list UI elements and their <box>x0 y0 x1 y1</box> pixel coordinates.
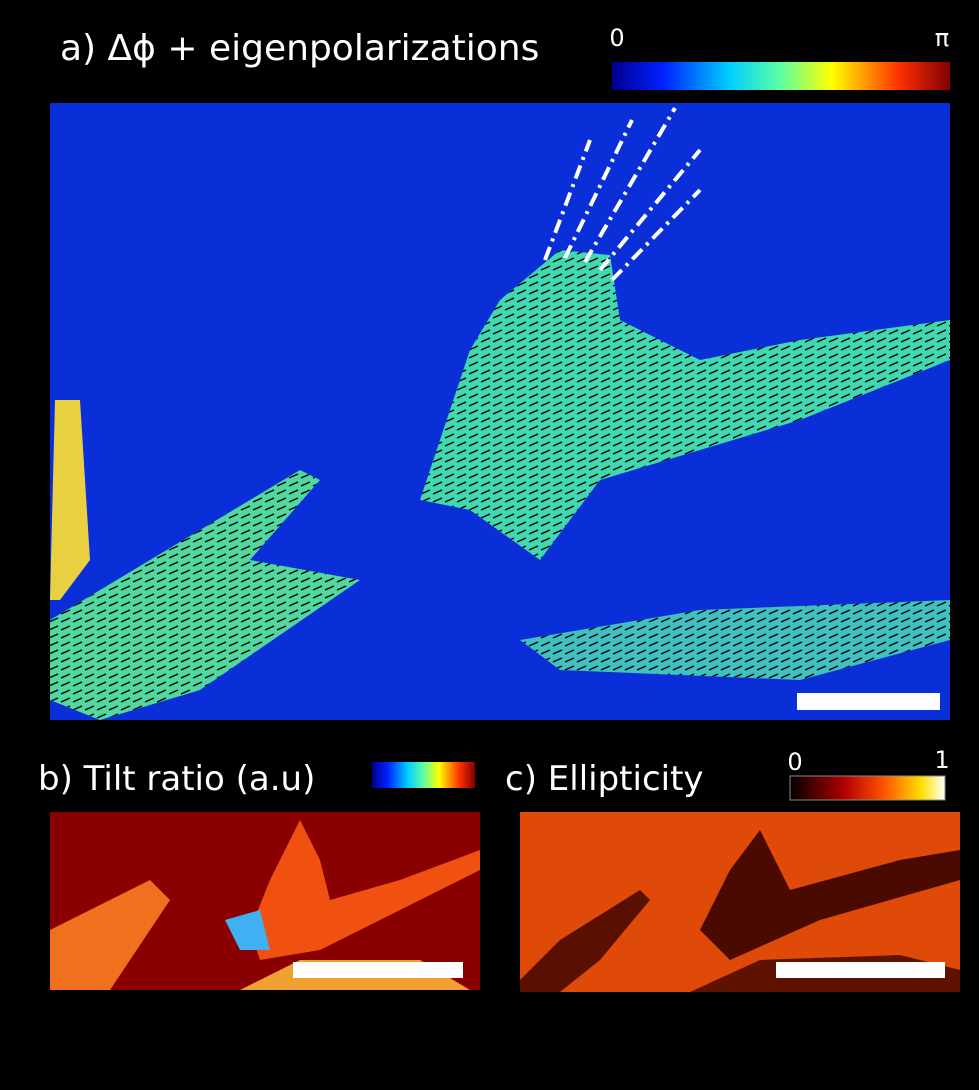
arrow <box>543 139 592 261</box>
scale-bar <box>293 962 463 978</box>
feature <box>225 910 270 950</box>
scale-bar <box>776 962 945 978</box>
image-a <box>50 103 950 720</box>
panel-c-title: c) Ellipticity <box>505 759 704 799</box>
feature <box>700 830 960 960</box>
colorbar-a <box>612 62 950 90</box>
colorbar-a-max: π <box>935 24 949 52</box>
panel-a-title: a) Δϕ + eigenpolarizations <box>60 28 539 69</box>
colorbar-a-min: 0 <box>609 24 624 52</box>
image-c <box>520 812 960 992</box>
colorbar-c <box>789 775 946 801</box>
feature <box>50 880 170 990</box>
colorbar-b <box>372 762 475 788</box>
arrow <box>563 119 634 259</box>
feature <box>250 820 480 960</box>
arrow <box>610 188 702 282</box>
arrows <box>543 106 702 282</box>
panel-b-title: b) Tilt ratio (a.u) <box>38 759 315 799</box>
eigenpolarization-marks <box>520 600 950 680</box>
feature <box>520 890 650 992</box>
scale-bar <box>797 693 940 710</box>
eigenpolarization-marks <box>420 250 950 560</box>
arrow <box>583 106 677 264</box>
feature <box>50 400 90 600</box>
image-b <box>50 812 480 990</box>
colorbar-c-max: 1 <box>934 746 949 774</box>
colorbar-c-min: 0 <box>787 748 802 776</box>
arrow <box>598 148 702 272</box>
eigenpolarization-marks <box>50 470 360 720</box>
